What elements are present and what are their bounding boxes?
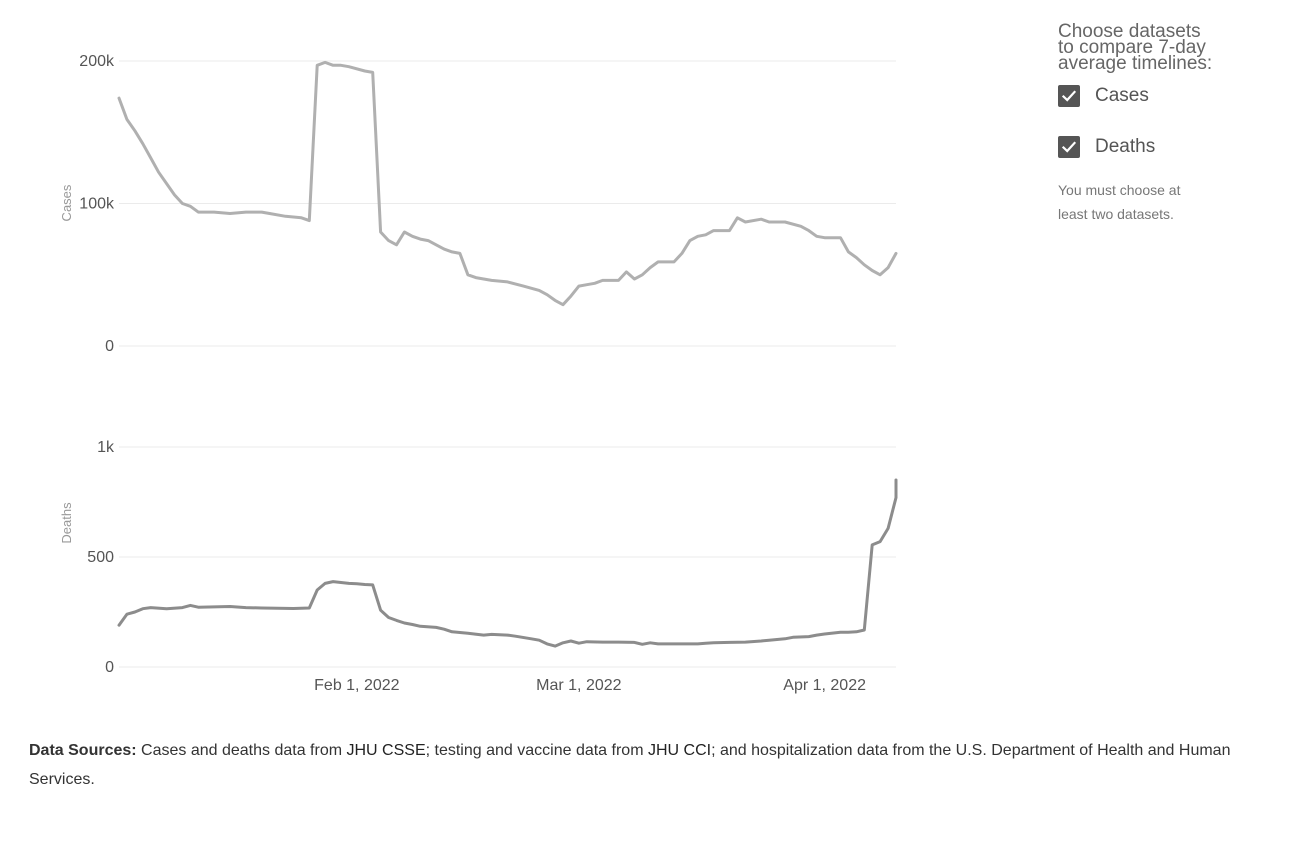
deaths-y-tick-label: 1k [97,439,115,456]
series-lines [117,60,898,648]
data-sources: Data Sources: Cases and deaths data from… [29,736,1259,794]
jhu-csse-link[interactable]: JHU CSSE [346,742,426,759]
deaths-checkbox-label[interactable]: Deaths [1095,136,1156,157]
footer-text: . [90,771,95,788]
deaths-series-line [117,478,898,648]
checkmark-icon [1061,90,1077,102]
chart: 0 100k 200k Cases 0 500 1k Deaths Feb 1, 2022 Mar… [59,53,898,694]
cases-checkbox[interactable] [1058,85,1080,107]
checkmark-icon [1061,141,1077,153]
x-tick-label: Mar 1, 2022 [536,677,621,694]
dataset-panel: Choose datasets to compare 7-day average… [1058,21,1278,226]
cases-y-tick-label: 0 [105,338,114,355]
axis-labels: 0 100k 200k Cases 0 500 1k Deaths Feb 1, 2022 Mar… [59,53,866,694]
dataset-prompt-line: average timelines: [1058,53,1213,74]
selection-note: You must choose at least two datasets. [1058,182,1181,222]
cases-y-tick-label: 200k [79,53,115,70]
cases-axis-title: Cases [59,184,74,221]
footer-text: Cases and deaths data from [136,742,347,759]
x-tick-label: Feb 1, 2022 [314,677,400,694]
footer-text: ; and hospitalization data from the U.S.… [29,742,1231,788]
deaths-checkbox[interactable] [1058,136,1080,158]
cases-checkbox-option[interactable]: Cases [1058,84,1278,108]
deaths-y-tick-label: 500 [87,549,114,566]
jhu-cci-link[interactable]: JHU CCI [647,742,712,759]
deaths-checkbox-option[interactable]: Deaths [1058,135,1278,159]
deaths-y-tick-label: 0 [105,659,114,676]
gridlines [119,60,896,668]
data-sources-label: Data Sources: [29,742,137,759]
dataset-prompt-line: to compare 7-day [1058,37,1206,58]
cases-series-line [117,60,898,307]
dataset-prompt: Choose datasets to compare 7-day average… [1058,21,1278,74]
x-tick-label: Apr 1, 2022 [783,677,866,694]
cases-checkbox-label[interactable]: Cases [1095,85,1149,106]
footer-text: ; testing and vaccine data from [425,742,648,759]
cases-y-tick-label: 100k [79,196,115,213]
dataset-prompt-line: Choose datasets [1058,21,1201,42]
deaths-axis-title: Deaths [59,502,74,544]
